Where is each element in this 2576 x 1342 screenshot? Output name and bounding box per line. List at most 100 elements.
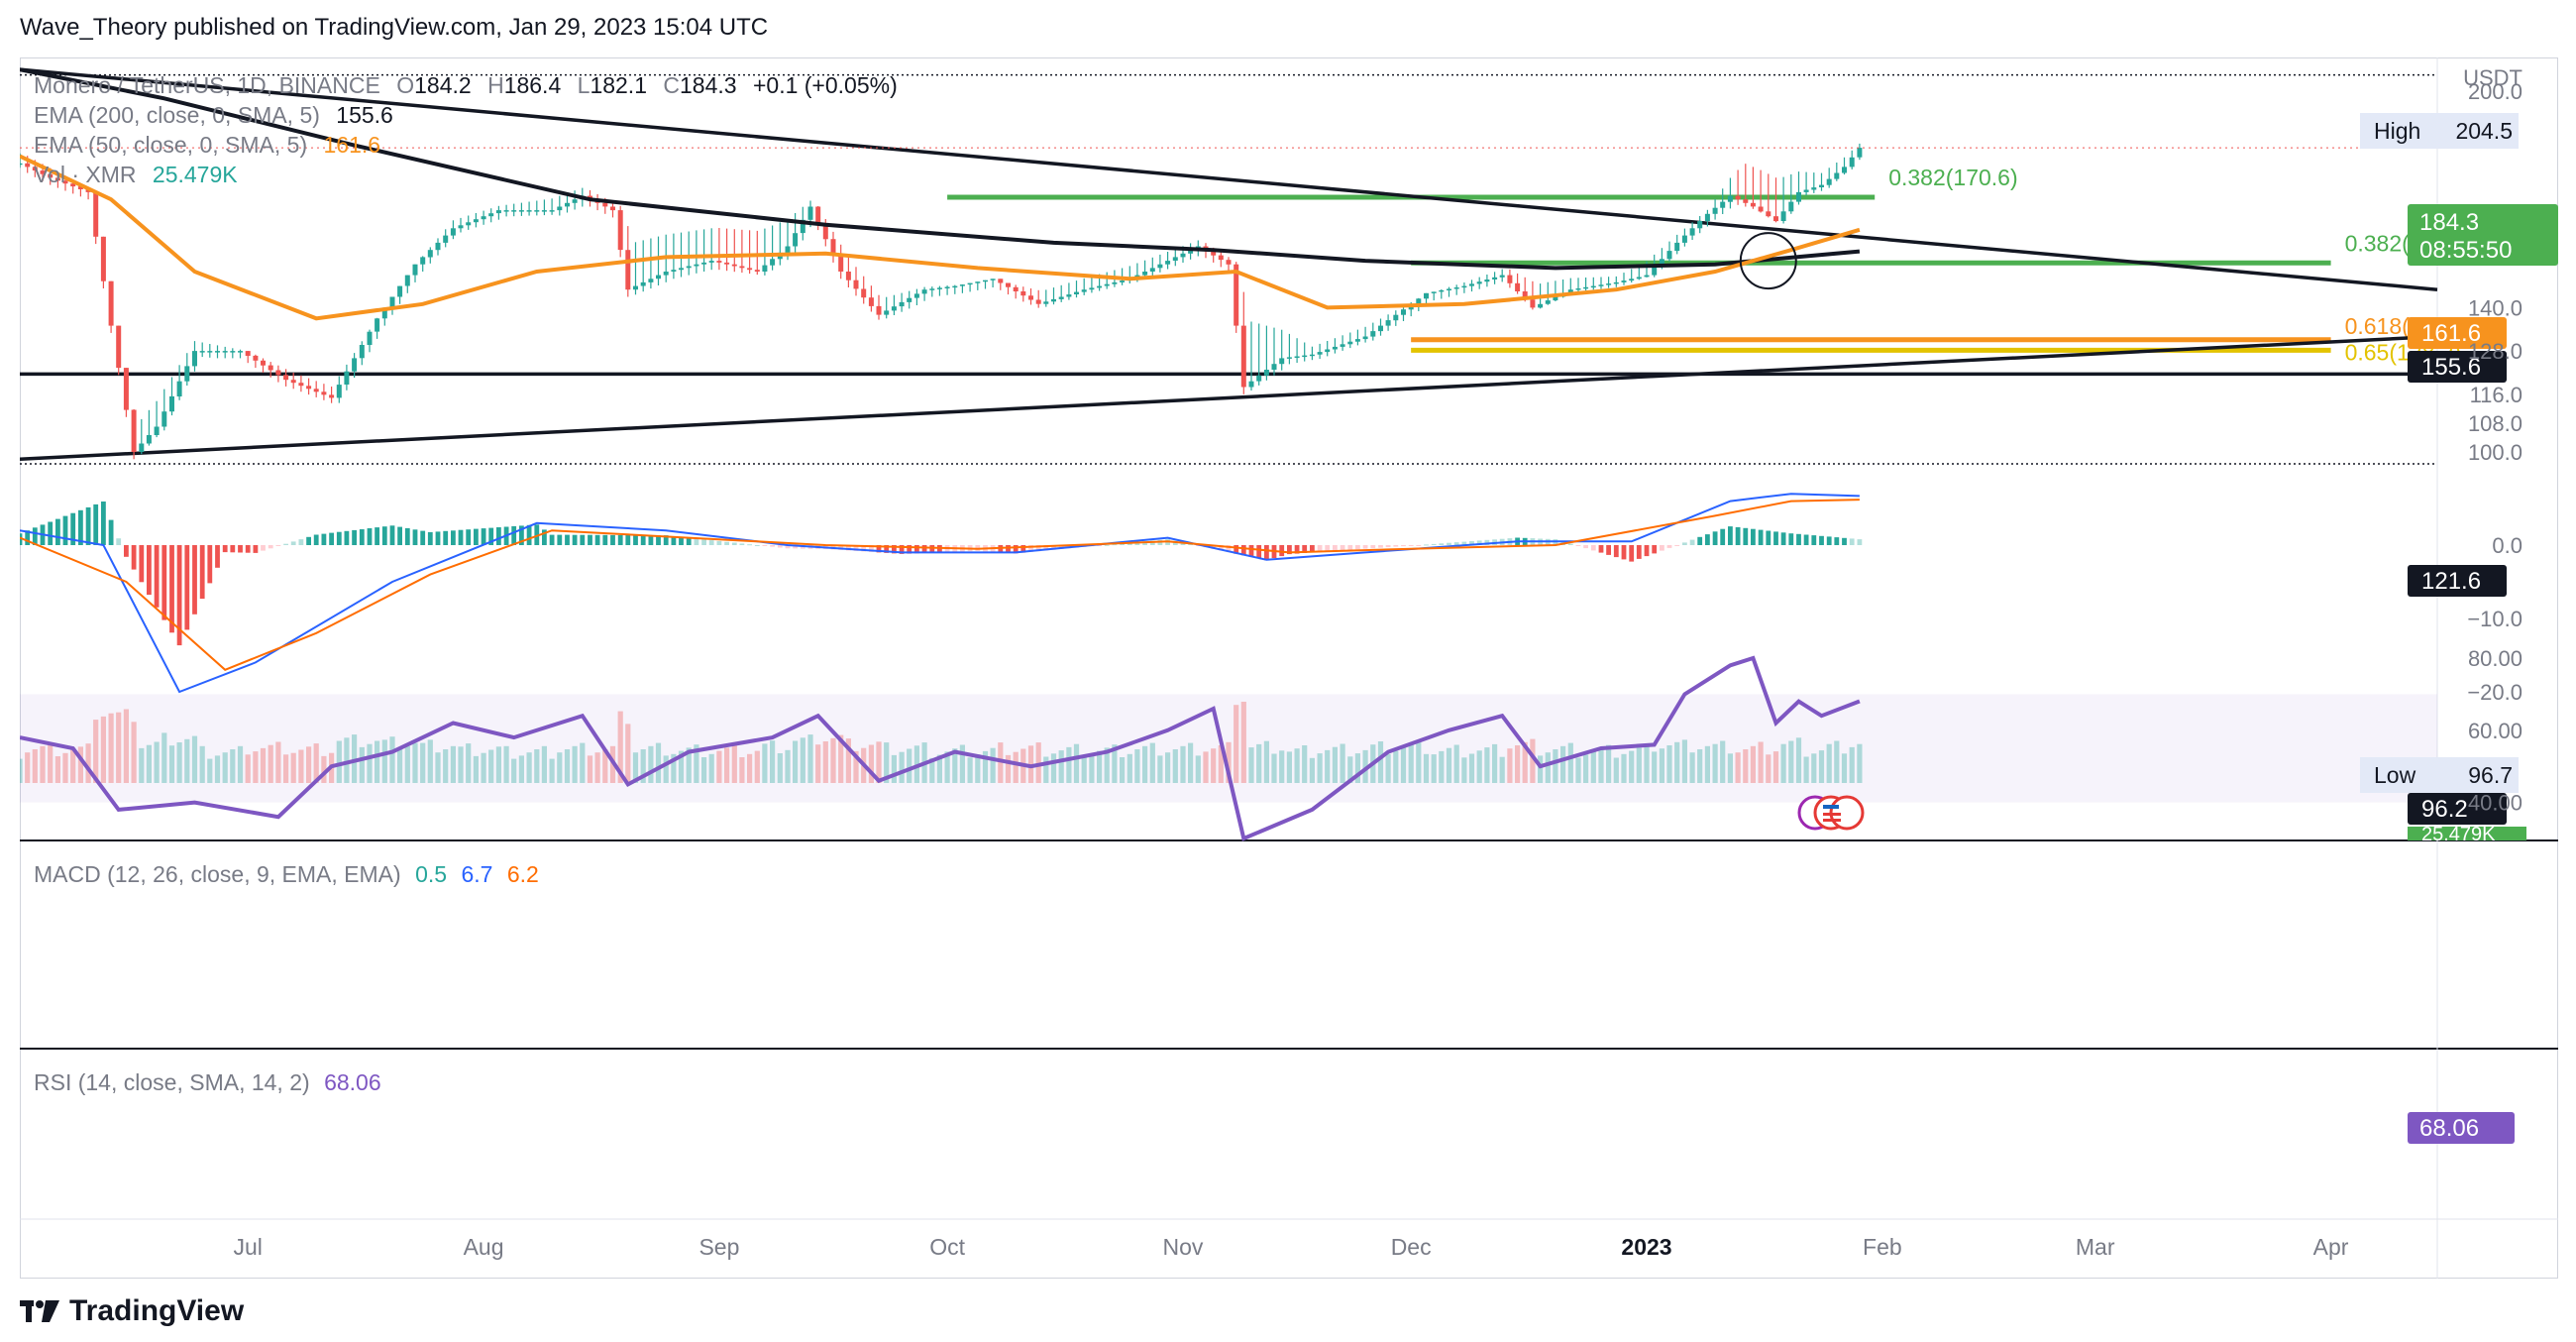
macd-hist-bar [1590, 545, 1596, 551]
candle [1317, 352, 1323, 355]
rsi-line [20, 655, 1861, 841]
rsi-legend[interactable]: RSI (14, close, SMA, 14, 2) 68.06 [34, 1069, 381, 1095]
candle [93, 191, 99, 237]
trendline-ascending-support[interactable] [20, 334, 2438, 462]
macd-hist-bar [420, 530, 426, 545]
macd-hist-bar [793, 545, 798, 549]
volume-bar [336, 740, 342, 783]
volume-bar [845, 738, 851, 783]
candle [1294, 356, 1300, 358]
events-flags-icon[interactable] [1797, 795, 1865, 831]
macd-hist-bar [1310, 545, 1315, 553]
volume-bar [1134, 749, 1140, 783]
candle [1354, 339, 1360, 342]
volume-bar [108, 713, 114, 783]
candle [1325, 349, 1331, 353]
macd-hist-bar [1385, 545, 1391, 548]
volume-bar [1788, 740, 1794, 783]
macd-hist-bar [1112, 544, 1118, 546]
candle [131, 409, 137, 452]
tradingview-logo-icon [20, 1300, 59, 1322]
candle [321, 391, 327, 395]
candle [1666, 251, 1672, 260]
macd-hist-bar [253, 545, 259, 553]
candle [739, 266, 745, 269]
macd-hist-bar [1218, 545, 1224, 551]
volume-bar [648, 745, 654, 783]
volume-bar [123, 709, 129, 783]
volume-bar [306, 746, 312, 783]
candle [793, 233, 799, 247]
candle [1629, 279, 1635, 281]
candle [1621, 280, 1627, 282]
candle [845, 272, 851, 280]
brand-name: TradingView [69, 1294, 245, 1327]
legend-symbol[interactable]: Monero / TetherUS, 1D, BINANCE [34, 72, 380, 98]
macd-hist-bar [565, 534, 570, 545]
candle [511, 210, 517, 212]
volume-bar [70, 749, 76, 783]
candle [1340, 344, 1345, 347]
macd-legend[interactable]: MACD (12, 26, close, 9, EMA, EMA) 0.5 6.… [34, 861, 539, 887]
candle [1674, 242, 1680, 252]
macd-hist-bar [1644, 545, 1650, 557]
rsi-band [20, 694, 2437, 803]
low-badge: 96.2 [2408, 793, 2507, 825]
volume-bar [1461, 757, 1467, 783]
volume-bar [1248, 747, 1254, 783]
macd-signal-line [20, 499, 1860, 671]
candle [1689, 228, 1695, 236]
time-axis-ticks[interactable]: Jul Aug Sep Oct Nov Dec 2023 Feb Mar Apr [233, 1234, 2348, 1260]
candle [1089, 287, 1095, 290]
volume-bar [708, 753, 714, 783]
macd-hist-bar [1104, 544, 1110, 546]
flag-canton [1823, 805, 1839, 809]
time-tick-mar: Mar [2076, 1234, 2115, 1260]
volume-bar [435, 752, 441, 783]
legend-o-val: 184.2 [414, 72, 472, 98]
macd-hist-value: 0.5 [415, 861, 447, 887]
candle [1263, 370, 1269, 376]
candle [275, 370, 281, 376]
macd-hist-bar [853, 545, 859, 551]
candle [207, 351, 213, 353]
legend-vol-label[interactable]: Vol · XMR [34, 162, 137, 187]
macd-hist-bar [526, 524, 532, 545]
macd-hist-bar [580, 534, 586, 545]
volume-bar [694, 744, 699, 783]
time-tick-sep: Sep [698, 1234, 739, 1260]
legend-ema200-label[interactable]: EMA (200, close, 0, SMA, 5) [34, 102, 320, 128]
macd-hist-bar [929, 545, 935, 553]
price-candles [20, 143, 1863, 460]
candle [868, 297, 874, 306]
macd-hist-bar [1621, 545, 1627, 560]
time-tick-2023: 2023 [1621, 1234, 1671, 1260]
volume-bar [1218, 745, 1224, 783]
macd-hist-bar [1439, 543, 1445, 545]
candle [123, 368, 129, 410]
trendline-descending-resistance[interactable] [20, 67, 2438, 291]
volume-bar [952, 748, 958, 783]
volume-bar [1811, 753, 1817, 783]
macd-hist-bar [892, 545, 897, 554]
fib-label-1: 0.382(170.6) [1888, 165, 2017, 190]
tradingview-brand[interactable]: TradingView [20, 1294, 244, 1328]
legend-vol-value: 25.479K [153, 162, 238, 187]
volume-bar [1043, 756, 1049, 783]
volume-bar [1005, 754, 1012, 783]
volume-bar [1263, 740, 1269, 783]
volume-bar [853, 750, 859, 783]
volume-bar [1058, 750, 1064, 783]
macd-hist-bar [283, 543, 288, 545]
volume-bar [1712, 743, 1718, 783]
candle [1567, 289, 1573, 293]
candle [907, 297, 912, 302]
legend-ema50-label[interactable]: EMA (50, close, 0, SMA, 5) [34, 132, 307, 158]
candle [1378, 325, 1383, 332]
volume-bar [1857, 743, 1863, 783]
ema200-line [20, 67, 1861, 271]
macd-hist-bar [397, 526, 402, 545]
candle [1370, 331, 1376, 337]
legend-ema200-value: 155.6 [336, 102, 393, 128]
candle [161, 411, 167, 427]
